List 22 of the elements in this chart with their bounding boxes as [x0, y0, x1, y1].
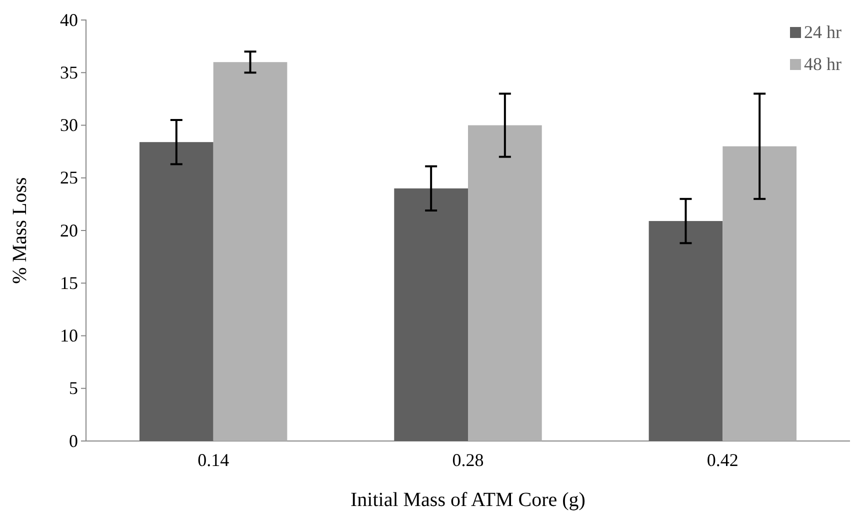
bar: [394, 188, 468, 441]
bar: [139, 142, 214, 441]
y-axis-title: % Mass Loss: [9, 176, 31, 284]
bar: [468, 125, 542, 441]
x-tick-label: 0.28: [452, 450, 484, 470]
y-tick-label: 40: [60, 10, 78, 30]
x-tick-label: 0.42: [706, 450, 738, 470]
y-tick-label: 35: [60, 62, 78, 82]
y-tick-label: 10: [60, 326, 78, 346]
y-tick-label: 15: [60, 272, 78, 293]
bar: [213, 62, 288, 441]
x-axis-title: Initial Mass of ATM Core (g): [350, 489, 586, 511]
y-tick-label: 30: [60, 115, 78, 136]
y-tick-label: 25: [60, 168, 78, 188]
y-tick-label: 0: [69, 430, 78, 451]
legend-label: 24 hr: [804, 22, 842, 42]
bar: [722, 146, 797, 441]
legend-label: 48 hr: [804, 54, 842, 74]
bar: [648, 221, 723, 441]
x-tick-label: 0.14: [198, 450, 230, 470]
y-tick-label: 5: [69, 378, 78, 398]
y-tick-label: 20: [60, 220, 78, 240]
